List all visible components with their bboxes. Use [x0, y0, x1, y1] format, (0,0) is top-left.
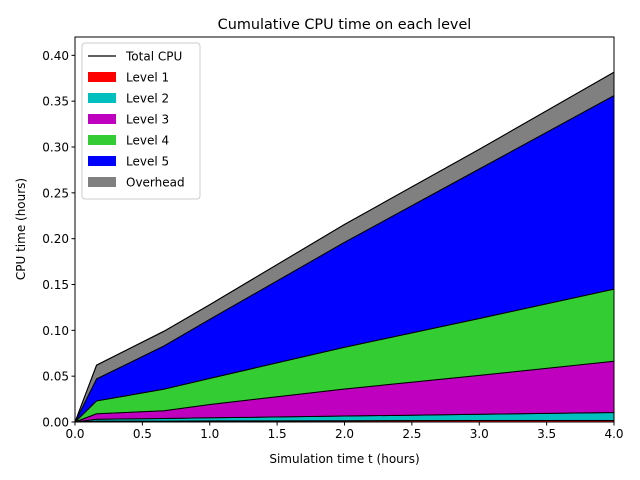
legend-label-overhead: Overhead	[126, 176, 185, 190]
y-axis-label: CPU time (hours)	[14, 178, 28, 280]
y-tick-label: 0.25	[42, 186, 69, 200]
x-tick-label: 2.0	[335, 427, 354, 441]
x-tick-label: 1.0	[200, 427, 219, 441]
line-total-cpu	[74, 71, 615, 423]
legend-swatch-level-4	[88, 135, 116, 145]
x-tick-label: 4.0	[604, 427, 623, 441]
y-tick-label: 0.35	[42, 95, 69, 109]
legend-swatch-level-3	[88, 114, 116, 124]
legend: Total CPU Level 1 Level 2 Level 3 Level 4 Lev…	[81, 42, 201, 200]
y-tick-label: 0.30	[42, 141, 69, 155]
y-tick-label: 0.00	[42, 416, 69, 430]
legend-swatch-level-1	[88, 72, 116, 82]
legend-swatch-overhead	[88, 177, 116, 187]
chart-title: Cumulative CPU time on each level	[218, 17, 472, 33]
y-tick-label: 0.20	[42, 232, 69, 246]
legend-label-level-4: Level 4	[126, 134, 169, 148]
x-tick-label: 1.5	[268, 427, 287, 441]
y-axis-ticks: 0.00 0.05 0.10 0.15 0.20 0.25 0.30 0.35 0.40	[42, 49, 75, 430]
legend-swatch-level-2	[88, 93, 116, 103]
legend-label-level-3: Level 3	[126, 113, 169, 127]
y-tick-label: 0.15	[42, 278, 69, 292]
legend-label-level-2: Level 2	[126, 92, 169, 106]
y-tick-label: 0.05	[42, 370, 69, 384]
plot-area	[74, 71, 615, 423]
legend-label-level-1: Level 1	[126, 71, 169, 85]
x-tick-label: 0.0	[65, 427, 84, 441]
x-tick-label: 3.0	[470, 427, 489, 441]
x-tick-label: 3.5	[537, 427, 556, 441]
legend-swatch-level-5	[88, 156, 116, 166]
x-tick-label: 0.5	[133, 427, 152, 441]
x-axis-label: Simulation time t (hours)	[269, 452, 419, 466]
axes-frame	[74, 36, 615, 423]
y-tick-label: 0.40	[42, 49, 69, 63]
x-tick-label: 2.5	[402, 427, 421, 441]
y-tick-label: 0.10	[42, 324, 69, 338]
x-axis-ticks: 0.0 0.5 1.0 1.5 2.0 2.5 3.0 3.5 4.0	[65, 422, 624, 441]
legend-label-total-cpu: Total CPU	[125, 50, 182, 64]
legend-label-level-5: Level 5	[126, 155, 169, 169]
